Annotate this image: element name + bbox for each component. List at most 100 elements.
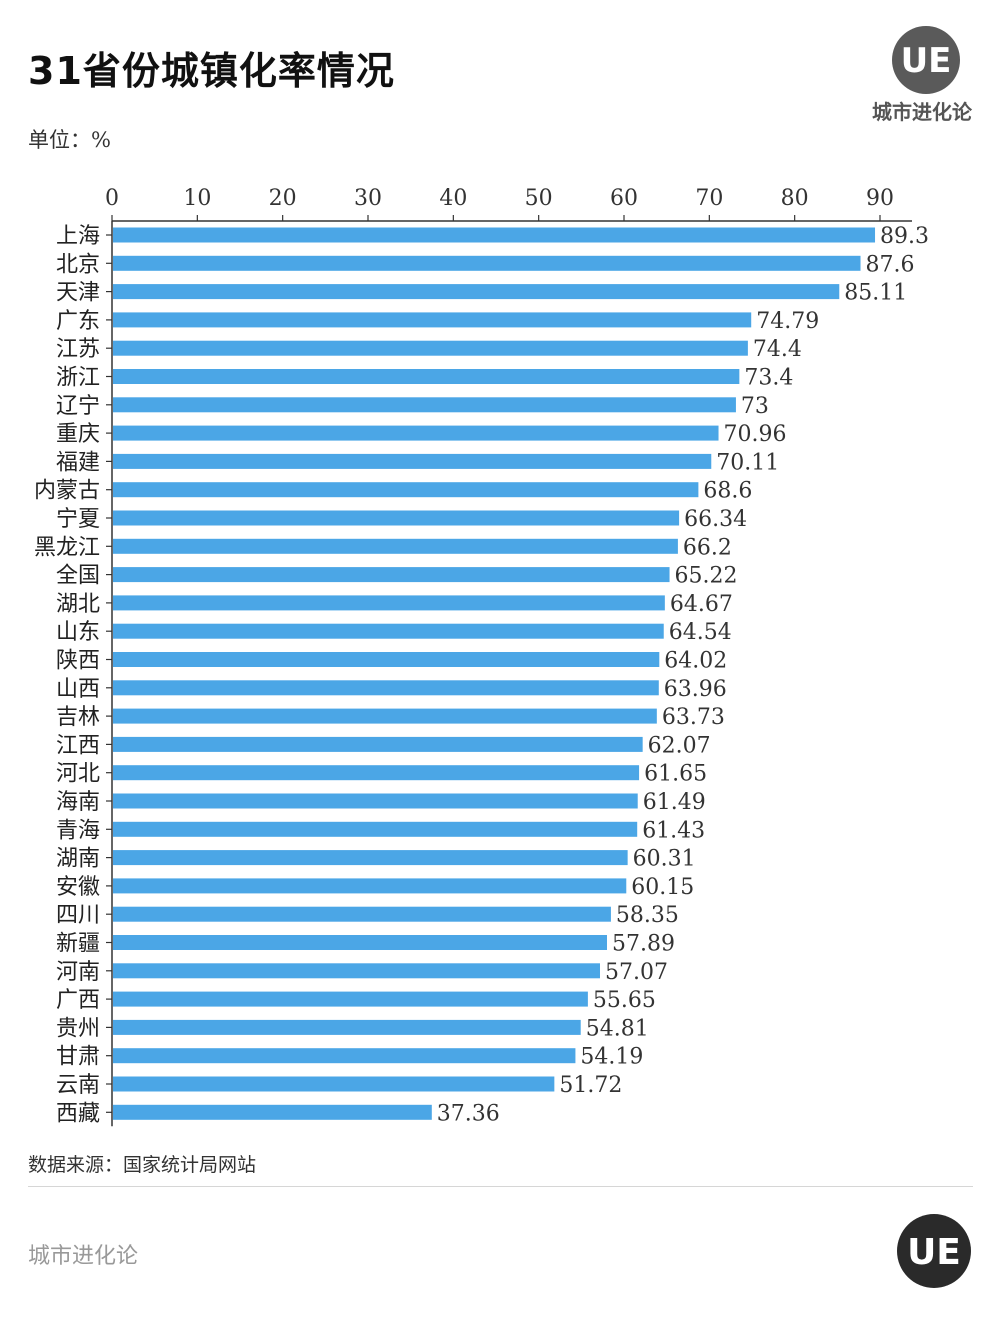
bar (113, 1076, 555, 1092)
category-label: 黑龙江 (34, 535, 100, 560)
bar (113, 906, 611, 922)
x-tick-label: 70 (695, 186, 723, 211)
bar (113, 935, 607, 950)
value-label: 63.96 (664, 677, 727, 702)
bar (113, 595, 665, 611)
category-label: 西藏 (56, 1101, 100, 1126)
bar (113, 397, 736, 413)
value-label: 54.81 (586, 1016, 649, 1041)
unit-label: 单位：% (28, 128, 111, 152)
bar (113, 510, 680, 526)
bar (113, 680, 659, 696)
value-label: 70.11 (716, 450, 779, 475)
value-label: 64.02 (664, 649, 727, 674)
bar (113, 482, 699, 498)
category-label: 福建 (56, 450, 100, 475)
bar (113, 793, 638, 809)
bar (113, 708, 657, 724)
value-label: 85.11 (844, 281, 907, 306)
x-tick-label: 90 (866, 186, 894, 211)
footer-logo-mark-text: UE (907, 1232, 961, 1273)
x-tick-label: 0 (105, 186, 119, 211)
category-label: 湖南 (56, 847, 100, 872)
value-label: 73 (741, 394, 769, 419)
x-tick-label: 10 (183, 186, 211, 211)
bar (113, 538, 678, 554)
bar (113, 567, 670, 583)
value-label: 37.36 (437, 1101, 500, 1126)
value-label: 64.54 (669, 620, 732, 645)
category-label: 内蒙古 (34, 479, 100, 504)
footer-brand: 城市进化论 (28, 1244, 139, 1269)
bar (113, 1104, 432, 1120)
category-label: 海南 (56, 790, 100, 815)
value-label: 66.34 (684, 507, 747, 532)
category-label: 山东 (56, 620, 100, 645)
value-label: 57.07 (605, 960, 668, 985)
value-label: 74.4 (753, 337, 802, 362)
category-label: 安徽 (56, 875, 100, 900)
bar-chart: 0 10 20 30 40 50 60 70 80 90 上海 89.3 北京 87.6 天津 85.11 广东… (34, 186, 929, 1127)
bar (113, 623, 664, 639)
value-label: 68.6 (703, 479, 752, 504)
value-label: 63.73 (662, 705, 725, 730)
category-label: 重庆 (56, 422, 100, 447)
x-tick-label: 40 (439, 186, 467, 211)
category-label: 北京 (56, 252, 100, 277)
logo-brand-name: 城市进化论 (872, 100, 972, 124)
category-label: 上海 (56, 224, 100, 249)
category-label: 云南 (56, 1073, 100, 1098)
value-label: 73.4 (744, 366, 793, 391)
value-label: 55.65 (593, 988, 656, 1013)
x-tick-label: 50 (525, 186, 553, 211)
category-label: 湖北 (56, 592, 100, 617)
category-label: 吉林 (56, 705, 100, 730)
x-tick-label: 80 (781, 186, 809, 211)
category-label: 新疆 (56, 932, 100, 957)
value-label: 60.15 (631, 875, 694, 900)
bar (113, 227, 876, 243)
value-label: 64.67 (670, 592, 733, 617)
category-label: 甘肃 (56, 1045, 100, 1070)
bar (113, 1019, 581, 1035)
value-label: 58.35 (616, 903, 679, 928)
category-label: 宁夏 (56, 507, 100, 532)
bar (113, 652, 660, 667)
category-label: 浙江 (56, 366, 100, 391)
value-label: 51.72 (559, 1073, 622, 1098)
category-label: 天津 (56, 281, 100, 306)
bar (113, 821, 638, 837)
logo-mark-text: UE (901, 41, 952, 81)
category-label: 江苏 (56, 337, 100, 362)
value-label: 62.07 (648, 733, 711, 758)
category-label: 广东 (56, 309, 100, 334)
ue-logo-icon: UE (892, 26, 960, 94)
value-label: 89.3 (880, 224, 929, 249)
bar (113, 369, 740, 384)
value-label: 65.22 (675, 564, 738, 589)
bar (113, 850, 628, 866)
bar (113, 991, 588, 1007)
value-label: 60.31 (633, 847, 696, 872)
category-label: 陕西 (56, 649, 100, 674)
value-label: 66.2 (683, 535, 732, 560)
category-label: 贵州 (56, 1016, 100, 1041)
value-label: 61.49 (643, 790, 706, 815)
bar (113, 453, 712, 469)
category-label: 青海 (56, 818, 100, 843)
bar (113, 765, 640, 781)
bar (113, 340, 748, 356)
category-label: 江西 (56, 733, 100, 758)
page-title: 31省份城镇化率情况 (28, 49, 395, 93)
value-label: 57.89 (612, 932, 675, 957)
category-label: 四川 (56, 903, 100, 928)
bar (113, 425, 719, 441)
category-label: 山西 (56, 677, 100, 702)
value-label: 87.6 (866, 252, 915, 277)
x-tick-label: 30 (354, 186, 382, 211)
x-tick-label: 60 (610, 186, 638, 211)
bar (113, 255, 861, 271)
bar (113, 963, 600, 979)
footer-divider (28, 1186, 973, 1187)
value-label: 70.96 (724, 422, 787, 447)
